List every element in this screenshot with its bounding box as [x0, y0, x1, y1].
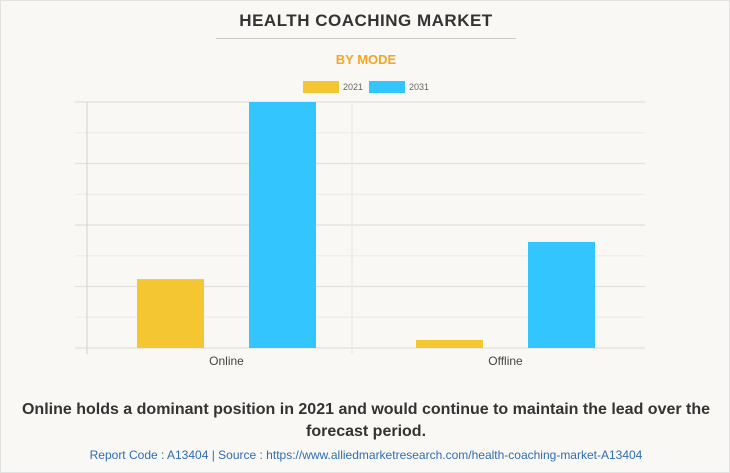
bar-offline-2031	[528, 241, 595, 348]
legend: 2021 2031	[1, 81, 730, 93]
legend-swatch-2021	[302, 81, 339, 93]
chart-subtitle: BY MODE	[335, 52, 397, 67]
chart-summary-note: Online holds a dominant position in 2021…	[21, 401, 711, 440]
bar-online-2031	[249, 102, 316, 348]
legend-item-2031[interactable]: 2031	[369, 81, 429, 93]
bar-online-2021	[137, 279, 204, 348]
chart-title: HEALTH COACHING MARKET	[239, 11, 493, 30]
source-citation[interactable]: Report Code : A13404 | Source : https://…	[89, 448, 643, 462]
bar-chart-plot: Online Offline	[75, 101, 645, 368]
legend-label-2021: 2021	[342, 82, 363, 92]
title-divider	[216, 38, 516, 39]
legend-item-2021[interactable]: 2021	[302, 81, 363, 93]
legend-swatch-2031	[369, 81, 405, 93]
x-tick-label-online: Online	[209, 354, 244, 368]
legend-label-2031: 2031	[409, 82, 430, 92]
bar-offline-2021	[416, 340, 483, 348]
x-tick-label-offline: Offline	[488, 354, 523, 368]
